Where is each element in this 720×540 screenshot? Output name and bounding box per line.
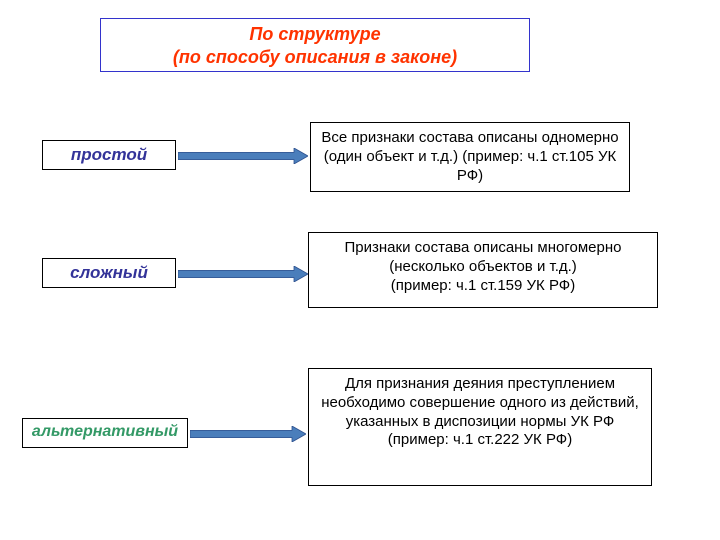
label-simple-text: простой bbox=[71, 145, 147, 164]
desc-alternative-text: Для признания деяния преступлением необх… bbox=[321, 375, 639, 448]
label-alternative: альтернативный bbox=[22, 418, 188, 448]
desc-simple: Все признаки состава описаны одномерно (… bbox=[310, 122, 630, 192]
desc-complex-text: Признаки состава описаны многомерно (нес… bbox=[345, 239, 622, 294]
arrow-alternative bbox=[190, 426, 306, 442]
desc-complex: Признаки состава описаны многомерно (нес… bbox=[308, 232, 658, 308]
arrow-simple bbox=[178, 148, 308, 164]
label-complex: сложный bbox=[42, 258, 176, 288]
label-simple: простой bbox=[42, 140, 176, 170]
label-alternative-text: альтернативный bbox=[32, 423, 178, 440]
desc-simple-text: Все признаки состава описаны одномерно (… bbox=[321, 129, 618, 184]
arrow-complex bbox=[178, 266, 308, 282]
title-line1: По структуре bbox=[249, 24, 380, 44]
title-line2: (по способу описания в законе) bbox=[173, 47, 457, 67]
label-complex-text: сложный bbox=[70, 263, 148, 282]
desc-alternative: Для признания деяния преступлением необх… bbox=[308, 368, 652, 486]
title-box: По структуре (по способу описания в зако… bbox=[100, 18, 530, 72]
